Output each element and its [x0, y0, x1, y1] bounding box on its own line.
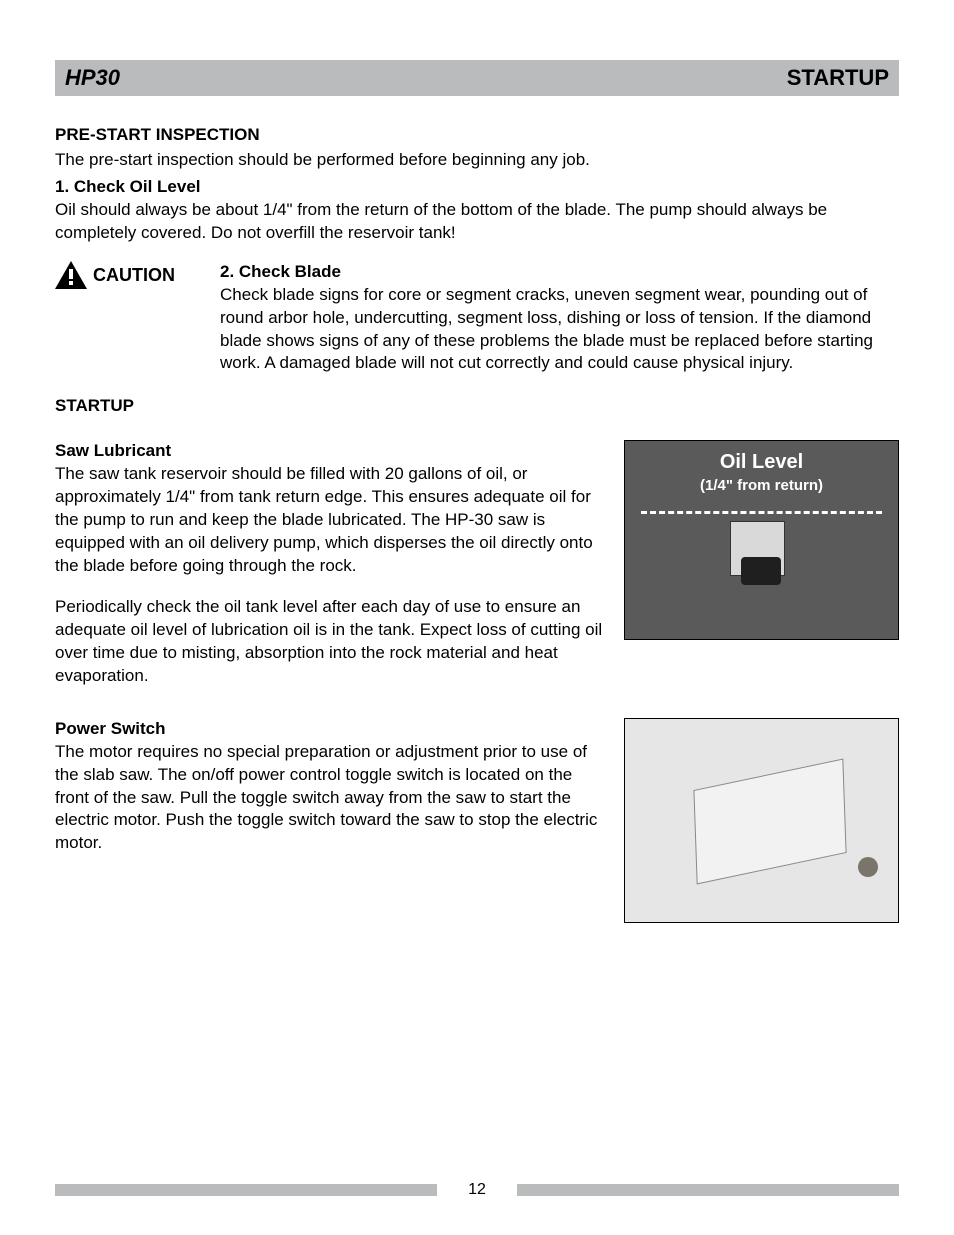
lubricant-section: Saw Lubricant The saw tank reservoir sho… [55, 440, 899, 689]
prestart-section: PRE-START INSPECTION The pre-start inspe… [55, 124, 899, 245]
lubricant-para1: The saw tank reservoir should be filled … [55, 463, 608, 578]
switchbox-icon [693, 758, 846, 884]
header-section: STARTUP [787, 63, 889, 93]
power-title: Power Switch [55, 718, 608, 741]
header-model: HP30 [65, 63, 120, 93]
footer-bar-left [55, 1184, 437, 1196]
page-header-bar: HP30 STARTUP [55, 60, 899, 96]
check-blade-title: 2. Check Blade [220, 261, 899, 284]
toggle-knob-icon [858, 857, 878, 877]
prestart-intro: The pre-start inspection should be perfo… [55, 149, 899, 172]
power-section: Power Switch The motor requires no speci… [55, 718, 899, 923]
power-switch-figure [624, 718, 899, 923]
power-body: The motor requires no special preparatio… [55, 741, 608, 856]
oil-level-figure: Oil Level (1/4" from return) [624, 440, 899, 640]
startup-title: STARTUP [55, 395, 899, 418]
lubricant-title: Saw Lubricant [55, 440, 608, 463]
oil-pump-icon [730, 521, 785, 576]
page-number: 12 [437, 1179, 517, 1201]
oil-figure-title: Oil Level [625, 449, 898, 476]
caution-block: CAUTION 2. Check Blade Check blade signs… [55, 261, 899, 378]
caution-label: CAUTION [93, 263, 175, 287]
check-oil-body: Oil should always be about 1/4" from the… [55, 199, 899, 245]
check-blade-body: Check blade signs for core or segment cr… [220, 284, 899, 376]
footer-bar-right [517, 1184, 899, 1196]
oil-level-line-icon [641, 511, 882, 514]
caution-badge: CAUTION [55, 261, 220, 289]
check-oil-title: 1. Check Oil Level [55, 176, 899, 199]
page-footer: 12 [55, 1179, 899, 1201]
warning-triangle-icon [55, 261, 87, 289]
oil-figure-sub: (1/4" from return) [625, 476, 898, 496]
prestart-title: PRE-START INSPECTION [55, 124, 899, 147]
lubricant-para2: Periodically check the oil tank level af… [55, 596, 608, 688]
